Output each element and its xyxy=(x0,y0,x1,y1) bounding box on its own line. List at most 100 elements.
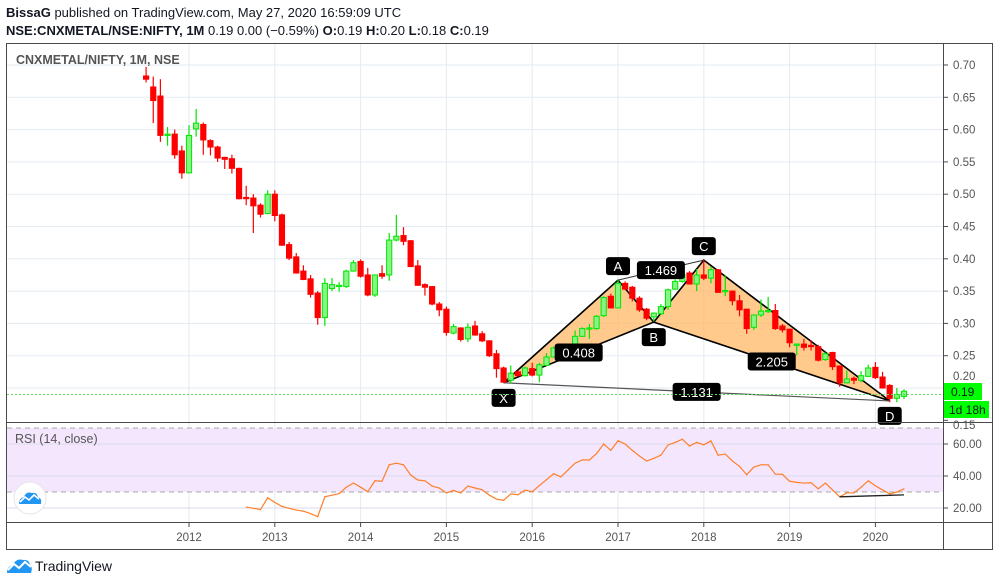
rsi-point xyxy=(245,506,247,508)
candle-body xyxy=(243,196,250,200)
candle-body xyxy=(736,300,743,311)
rsi-title: RSI (14, close) xyxy=(15,432,98,446)
candle-up xyxy=(450,324,457,335)
rsi-point xyxy=(653,457,655,459)
last-price: 0.19 xyxy=(208,23,234,38)
pane-title: CNXMETAL/NIFTY, 1M, NSE xyxy=(16,53,180,67)
rsi-point xyxy=(867,480,869,482)
candle-down xyxy=(364,267,371,297)
rsi-point xyxy=(574,462,576,464)
candle-up xyxy=(328,278,336,292)
time-tick-label: 2020 xyxy=(863,532,889,544)
candle-body xyxy=(636,297,643,311)
candle-body xyxy=(865,367,872,377)
candle-down xyxy=(157,79,164,142)
rsi-point xyxy=(774,473,776,475)
candle-body xyxy=(235,167,243,200)
pattern-point-c-box xyxy=(691,237,716,256)
candle-down xyxy=(743,308,750,334)
candle-body xyxy=(250,197,257,207)
candle-body xyxy=(443,308,450,333)
rsi-point xyxy=(388,464,390,466)
candle-up xyxy=(393,214,400,242)
candle-up xyxy=(164,127,171,146)
rsi-point xyxy=(660,454,662,456)
close-value: 0.19 xyxy=(463,23,489,38)
price-tick-label: 0.25 xyxy=(953,351,975,363)
rsi-point xyxy=(531,491,533,493)
pattern-point-b-box xyxy=(641,328,666,347)
rsi-point xyxy=(309,513,312,515)
candle-body xyxy=(429,286,436,305)
candle-body xyxy=(900,390,908,397)
price-tick-label: 0.30 xyxy=(953,318,975,330)
rsi-point xyxy=(445,492,447,494)
rsi-point xyxy=(810,482,812,484)
candle-up xyxy=(614,279,622,309)
candle-body xyxy=(586,327,593,330)
rsi-point xyxy=(488,494,490,496)
candle-body xyxy=(750,314,757,328)
candle-down xyxy=(307,274,314,298)
candle-body xyxy=(765,309,772,313)
tradingview-cloud-button[interactable] xyxy=(13,481,47,515)
candle-body xyxy=(850,377,858,381)
candle-down xyxy=(143,66,150,83)
price-tick-label: 0.65 xyxy=(953,92,975,104)
candle-down xyxy=(700,260,707,281)
rsi-point xyxy=(367,491,369,493)
candle-down xyxy=(486,340,493,357)
rsi-point xyxy=(724,453,726,455)
rsi-point xyxy=(281,505,283,507)
candle-down xyxy=(228,154,236,174)
price-axis[interactable]: 0.70 0.65 0.60 0.55 0.50 0.45 0.40 0.35 0.30 0.25… xyxy=(943,60,982,515)
rsi-point xyxy=(617,440,619,442)
pattern-point-a-box xyxy=(606,257,630,276)
candle-down xyxy=(286,242,293,261)
candle-down xyxy=(457,327,464,342)
candle-down xyxy=(786,328,793,348)
rsi-point xyxy=(581,459,583,461)
candle-down xyxy=(443,306,450,336)
candle-body xyxy=(715,269,722,293)
rsi-point xyxy=(524,489,526,491)
candle-up xyxy=(600,296,607,317)
candle-body xyxy=(414,265,421,286)
candle-body xyxy=(607,295,614,309)
time-axis[interactable]: 2012 2013 2014 2015 2016 2017 2018 2019 2020 xyxy=(176,522,888,544)
rsi-point xyxy=(252,507,254,509)
candle-up xyxy=(543,353,550,367)
candle-body xyxy=(271,193,278,217)
rsi-point xyxy=(317,516,319,518)
candle-body xyxy=(200,123,207,141)
rsi-point xyxy=(624,443,626,445)
candle-up xyxy=(586,324,593,339)
candle-body xyxy=(300,270,307,280)
candle-body xyxy=(536,364,543,376)
low-value: 0.18 xyxy=(420,23,447,38)
candle-body xyxy=(343,270,350,288)
candle-body xyxy=(228,158,236,169)
candle-down xyxy=(622,281,629,290)
candle-body xyxy=(543,356,550,366)
candle-body xyxy=(500,367,507,383)
candle-down xyxy=(150,76,157,124)
candle-down xyxy=(414,260,421,286)
rsi-point xyxy=(452,489,455,491)
candle-body xyxy=(600,297,607,317)
candle-body xyxy=(350,262,357,272)
candle-body xyxy=(686,272,693,285)
candle-body xyxy=(457,327,464,341)
rsi-point xyxy=(338,493,340,495)
rsi-point xyxy=(646,460,648,462)
tradingview-brand[interactable]: TradingView xyxy=(6,558,112,574)
rsi-point xyxy=(545,479,548,481)
rsi-point xyxy=(481,489,483,491)
candle-body xyxy=(772,309,779,330)
rsi-point xyxy=(417,479,419,481)
candle-body xyxy=(178,150,185,174)
author-name[interactable]: BissaG xyxy=(6,5,51,20)
candle-body xyxy=(843,378,850,384)
time-tick-label: 2019 xyxy=(777,532,803,544)
